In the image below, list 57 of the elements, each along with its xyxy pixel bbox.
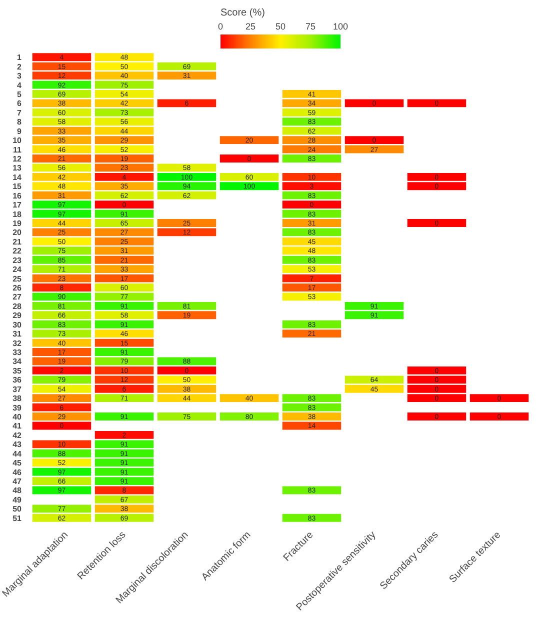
y-tick-label: 3: [17, 72, 22, 81]
y-tick-label: 27: [12, 292, 22, 302]
color-bar-label: 100: [332, 22, 348, 32]
y-tick-label: 16: [12, 191, 22, 200]
y-tick-label: 30: [12, 320, 22, 330]
y-tick-label: 10: [12, 136, 22, 146]
y-tick-label: 37: [12, 384, 22, 394]
y-tick-label: 28: [12, 302, 22, 311]
y-tick-label: 45: [12, 458, 22, 468]
y-tick-label: 12: [12, 154, 22, 164]
y-tick-label: 43: [12, 440, 22, 450]
color-bar-label: 25: [245, 22, 256, 32]
y-tick-label: 35: [12, 366, 22, 376]
y-tick-label: 14: [12, 172, 22, 182]
y-tick-label: 50: [12, 504, 22, 514]
y-tick-label: 22: [12, 246, 22, 256]
y-tick-label: 9: [17, 126, 22, 136]
y-tick-label: 15: [12, 182, 22, 192]
y-tick-label: 18: [12, 210, 22, 219]
y-tick-label: 31: [12, 330, 22, 339]
color-bar-title: Score (%): [220, 8, 265, 18]
y-tick-label: 25: [12, 274, 22, 284]
color-bar-label: 50: [275, 22, 286, 32]
y-tick-label: 39: [12, 403, 22, 412]
y-tick-label: 1: [17, 53, 22, 62]
y-tick-label: 23: [12, 256, 22, 265]
y-tick-label: 32: [12, 338, 22, 348]
y-tick-label: 51: [12, 514, 22, 523]
y-tick-label: 17: [12, 200, 22, 210]
y-tick-label: 24: [12, 265, 22, 274]
y-tick-label: 46: [12, 468, 22, 477]
y-tick-label: 20: [12, 228, 22, 238]
y-tick-label: 34: [12, 357, 22, 366]
y-tick-label: 42: [12, 430, 22, 440]
color-bar-label: 75: [305, 22, 316, 32]
y-tick-label: 49: [12, 495, 22, 504]
y-tick-label: 29: [12, 311, 22, 320]
y-tick-label: 40: [12, 412, 22, 422]
y-tick-label: 26: [12, 284, 22, 292]
y-tick-label: 4: [17, 80, 22, 90]
y-tick-label: 13: [12, 164, 22, 173]
y-tick-label: 5: [17, 90, 22, 99]
y-tick-label: 8: [17, 118, 22, 127]
y-tick-label: 44: [12, 449, 22, 458]
y-tick-label: 6: [17, 99, 22, 108]
y-tick-label: 47: [12, 477, 22, 486]
y-tick-label: 19: [12, 218, 22, 228]
y-tick-label: 33: [12, 348, 22, 358]
y-tick-label: 41: [12, 422, 22, 431]
color-bar-label: 0: [218, 22, 224, 32]
y-tick-label: 48: [12, 486, 22, 496]
y-tick-label: 36: [12, 376, 22, 385]
y-tick-label: 38: [12, 394, 22, 404]
y-tick-label: 11: [13, 145, 22, 154]
y-tick-label: 21: [12, 237, 22, 246]
y-tick-label: 2: [17, 62, 22, 72]
y-tick-label: 7: [17, 108, 22, 118]
